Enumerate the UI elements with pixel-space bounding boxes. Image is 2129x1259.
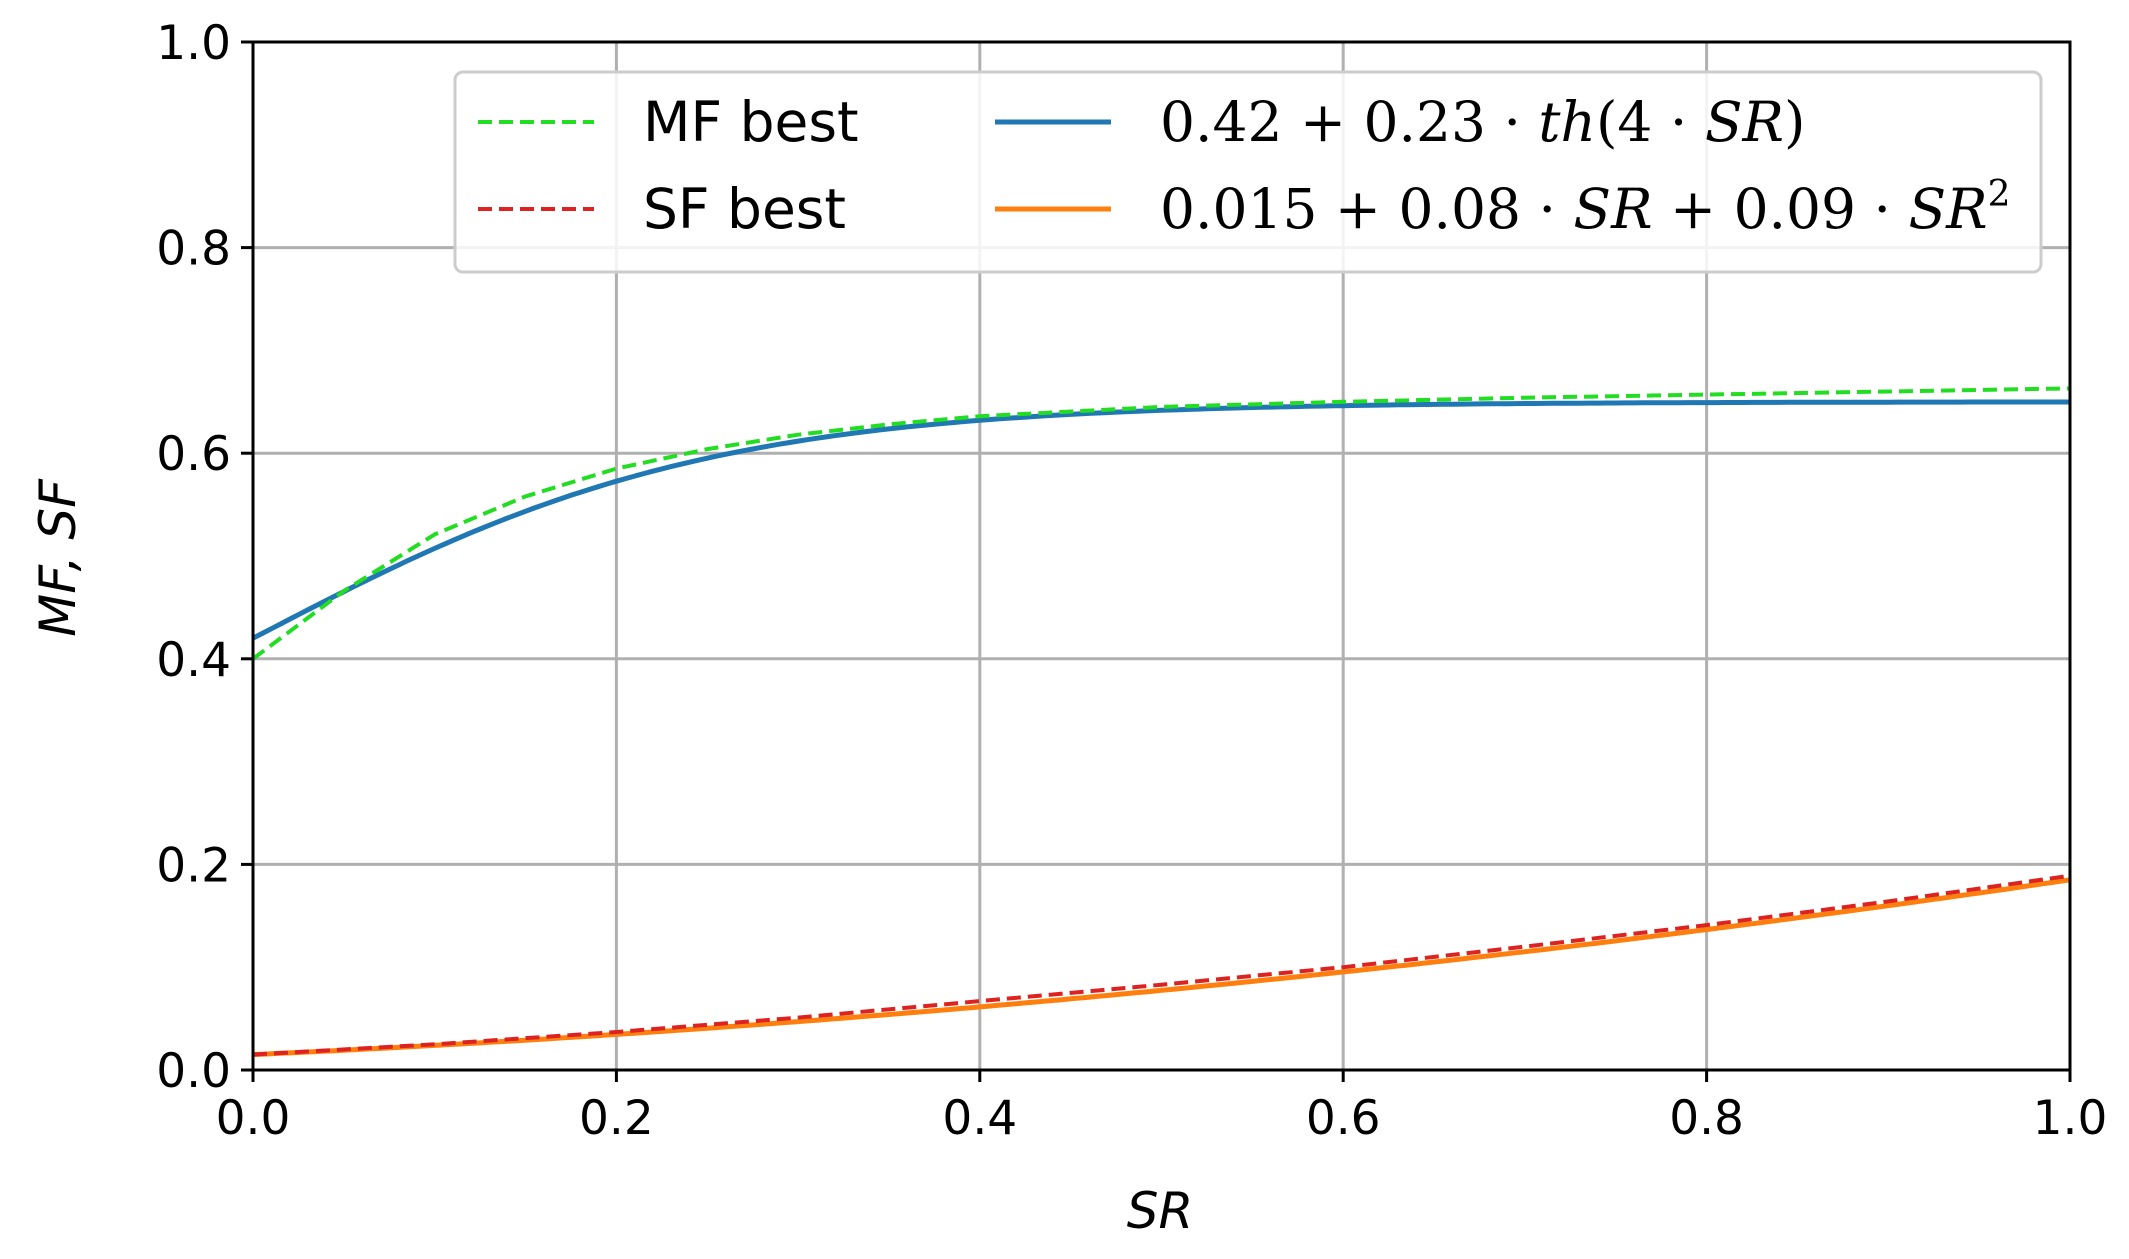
legend-label-sf-best: SF best — [643, 177, 846, 241]
series-line-mf-best — [251, 386, 2071, 661]
legend-label-tanh-fit: 0.42 + 0.23 · th(4 · SR) — [1160, 90, 1805, 154]
legend-box — [453, 70, 2043, 274]
series-line-tanh-fit — [251, 399, 2070, 641]
poly-fit-part-2: SR — [1573, 177, 1652, 241]
tanh-fit-part-2: th — [1538, 90, 1596, 154]
y-tick-label: 0.0 — [156, 1044, 231, 1099]
series-layer — [251, 386, 2071, 1058]
x-tick-label: 0.4 — [942, 1091, 1017, 1146]
y-tick-label: 0.8 — [156, 222, 231, 277]
tanh-fit-part-5: ) — [1784, 90, 1805, 154]
poly-fit-exponent: 2 — [1988, 174, 2011, 215]
x-tick-label: 0.6 — [1306, 1091, 1381, 1146]
x-tick-label: 1.0 — [2033, 1091, 2108, 1146]
series-line-poly-fit — [252, 877, 2071, 1058]
tanh-fit-part-4: SR — [1705, 90, 1784, 154]
y-tick-label: 0.6 — [156, 427, 231, 482]
plot-frame — [251, 40, 2072, 1072]
poly-fit-part-1: 0.015 + 0.08 · — [1160, 177, 1573, 241]
poly-fit-part-4: SR — [1908, 177, 1987, 241]
ticks — [241, 40, 2072, 1082]
y-tick-label: 0.4 — [156, 633, 231, 688]
y-axis-label: MF, SF — [29, 478, 87, 637]
legend-label-mf-best: MF best — [643, 90, 859, 154]
legend-label-poly-fit: 0.015 + 0.08 · SR + 0.09 · SR2 — [1160, 174, 2010, 241]
legend: MF best SF best 0.42 + 0.23 · th(4 · SR)… — [453, 70, 2043, 274]
x-tick-label: 0.8 — [1669, 1091, 1744, 1146]
y-tick-label: 0.2 — [156, 838, 231, 893]
tick-labels: 0.0 0.2 0.4 0.6 0.8 1.0 0.0 0.2 0.4 0.6 0.8 1.0 — [156, 16, 2107, 1146]
series-line-sf-best — [252, 873, 2071, 1057]
x-tick-label: 0.2 — [579, 1091, 654, 1146]
poly-fit-part-3: + 0.09 · — [1653, 177, 1909, 241]
tanh-fit-part-1: 0.42 + 0.23 · — [1160, 90, 1538, 154]
x-axis-label: SR — [1127, 1182, 1193, 1240]
x-tick-label: 0.0 — [216, 1091, 291, 1146]
y-tick-label: 1.0 — [156, 16, 231, 71]
tanh-fit-part-3: (4 · — [1596, 90, 1705, 154]
